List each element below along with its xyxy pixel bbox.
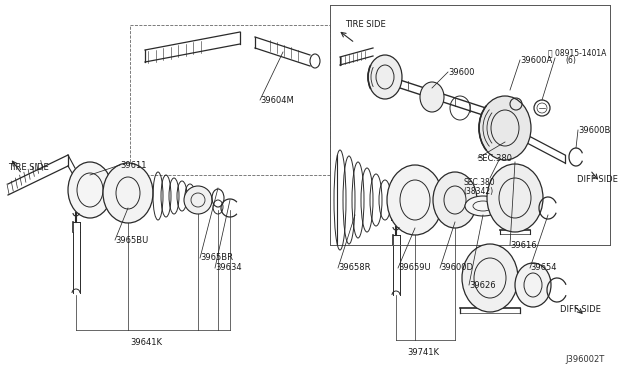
Text: TIRE SIDE: TIRE SIDE [8,163,49,172]
Text: 39600A: 39600A [520,55,552,64]
Text: Ⓦ 08915-1401A: Ⓦ 08915-1401A [548,48,606,57]
Ellipse shape [368,55,402,99]
Text: SEC.380: SEC.380 [463,178,495,187]
Ellipse shape [103,163,153,223]
Text: (6): (6) [565,56,576,65]
Text: (38342): (38342) [463,187,493,196]
Text: 39641K: 39641K [130,338,162,347]
Text: 3965BR: 3965BR [200,253,233,263]
Text: 39654: 39654 [530,263,557,273]
Text: 3965BU: 3965BU [115,235,148,244]
Text: J396002T: J396002T [565,355,604,364]
Ellipse shape [515,263,551,307]
Ellipse shape [184,186,212,214]
Text: 39659U: 39659U [398,263,431,273]
Ellipse shape [387,165,443,235]
Text: 39600B: 39600B [578,125,611,135]
Text: DIFF SIDE: DIFF SIDE [560,305,601,314]
Text: 39616: 39616 [510,241,536,250]
Ellipse shape [420,82,444,112]
Ellipse shape [462,244,518,312]
Text: DIFF SIDE: DIFF SIDE [577,175,618,184]
Ellipse shape [479,96,531,160]
Text: 39634: 39634 [215,263,242,273]
Text: SEC.380: SEC.380 [478,154,513,163]
Text: 39626: 39626 [469,280,495,289]
Text: TIRE SIDE: TIRE SIDE [345,20,386,29]
Text: 39600: 39600 [448,67,474,77]
Text: 39611: 39611 [120,160,147,170]
Ellipse shape [487,164,543,232]
Text: 39604M: 39604M [260,96,294,105]
Ellipse shape [465,196,501,216]
Text: 39600D: 39600D [440,263,473,273]
Ellipse shape [433,172,477,228]
Text: 39741K: 39741K [407,348,439,357]
Ellipse shape [68,162,112,218]
Text: 39658R: 39658R [338,263,371,273]
